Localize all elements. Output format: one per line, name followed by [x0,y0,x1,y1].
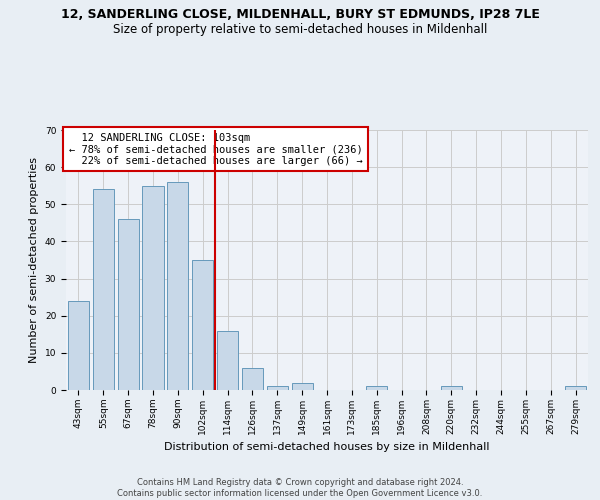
Bar [292,382,313,390]
Y-axis label: Number of semi-detached properties: Number of semi-detached properties [29,157,39,363]
Bar [142,186,164,390]
Bar [68,301,89,390]
Text: 12 SANDERLING CLOSE: 103sqm
← 78% of semi-detached houses are smaller (236)
  22: 12 SANDERLING CLOSE: 103sqm ← 78% of sem… [68,132,362,166]
Bar [242,368,263,390]
Text: Distribution of semi-detached houses by size in Mildenhall: Distribution of semi-detached houses by … [164,442,490,452]
Bar [267,386,288,390]
Bar [217,330,238,390]
Text: Contains HM Land Registry data © Crown copyright and database right 2024.
Contai: Contains HM Land Registry data © Crown c… [118,478,482,498]
Bar [93,190,114,390]
Bar [192,260,213,390]
Bar [167,182,188,390]
Bar [366,386,387,390]
Text: 12, SANDERLING CLOSE, MILDENHALL, BURY ST EDMUNDS, IP28 7LE: 12, SANDERLING CLOSE, MILDENHALL, BURY S… [61,8,539,20]
Bar [441,386,462,390]
Bar [565,386,586,390]
Text: Size of property relative to semi-detached houses in Mildenhall: Size of property relative to semi-detach… [113,22,487,36]
Bar [118,219,139,390]
